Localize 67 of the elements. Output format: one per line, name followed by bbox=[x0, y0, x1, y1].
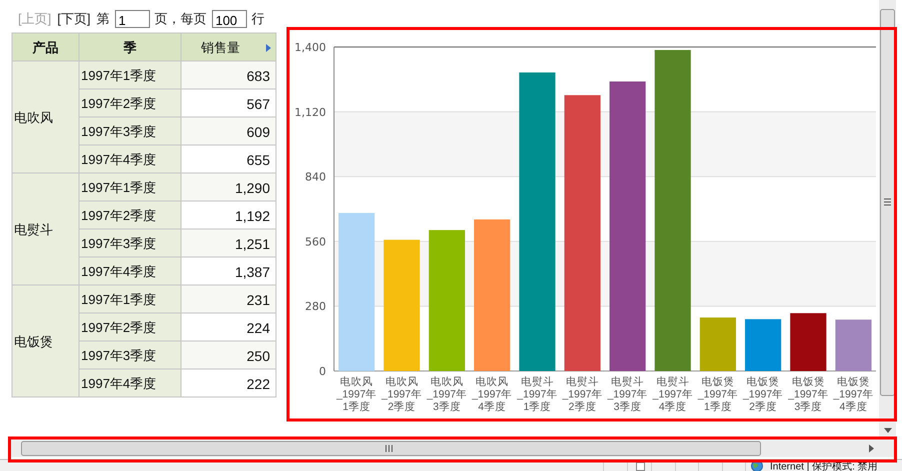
text: 1,192 bbox=[234, 208, 270, 224]
text: 222 bbox=[246, 376, 270, 392]
text: [下页] bbox=[57, 11, 90, 26]
text: 1,387 bbox=[234, 264, 270, 280]
text: [上页] bbox=[18, 11, 52, 26]
category-label: 1997年3季度 bbox=[81, 236, 156, 251]
bar bbox=[564, 95, 600, 371]
bar bbox=[654, 50, 691, 371]
x-tick-label: 电吹风_1997年2季度 bbox=[380, 375, 422, 413]
category-label: 1997年4季度 bbox=[81, 152, 156, 167]
x-tick-label: 电吹风_1997年4季度 bbox=[470, 375, 512, 413]
y-tick-label: 280 bbox=[305, 300, 326, 314]
category-label: 1997年3季度 bbox=[81, 348, 156, 363]
text: 683 bbox=[246, 68, 270, 84]
text: 1,290 bbox=[234, 180, 270, 196]
x-tick-label: 电饭煲_1997年1季度 bbox=[696, 375, 738, 413]
bar bbox=[835, 320, 872, 371]
text: 季 bbox=[122, 40, 136, 55]
bar bbox=[790, 313, 826, 371]
text: 224 bbox=[246, 320, 270, 336]
x-tick-label: 电吹风_1997年1季度 bbox=[335, 375, 377, 413]
x-tick-label: 电饭煲_1997年4季度 bbox=[832, 375, 874, 413]
text: 655 bbox=[246, 152, 270, 168]
text: 1,251 bbox=[234, 236, 270, 252]
text: 1 bbox=[118, 13, 126, 28]
y-tick-label: 0 bbox=[319, 365, 326, 378]
text: 销售量 bbox=[200, 40, 240, 55]
x-tick-label: 电吹风_1997年3季度 bbox=[426, 375, 468, 413]
y-tick-label: 840 bbox=[305, 170, 326, 184]
bar bbox=[428, 230, 465, 371]
x-tick-label: 电熨斗_1997年4季度 bbox=[652, 375, 693, 413]
y-tick-label: 560 bbox=[305, 235, 326, 248]
category-label: 电熨斗 bbox=[14, 222, 53, 237]
category-label: 1997年3季度 bbox=[81, 124, 156, 139]
bar bbox=[384, 240, 420, 371]
bar bbox=[745, 319, 782, 371]
text: 页，每页 bbox=[154, 11, 206, 26]
text: 567 bbox=[246, 96, 270, 112]
text: 产品 bbox=[32, 40, 58, 55]
x-tick-label: 电熨斗_1997年2季度 bbox=[561, 375, 603, 413]
bar bbox=[338, 212, 375, 371]
category-label: 1997年1季度 bbox=[81, 68, 156, 83]
x-tick-label: 电熨斗_1997年3季度 bbox=[606, 375, 648, 413]
bar bbox=[700, 318, 736, 371]
bar bbox=[519, 72, 556, 371]
text: 行 bbox=[251, 11, 264, 26]
x-tick-label: 电饭煲_1997年2季度 bbox=[742, 375, 784, 413]
x-tick-label: 电熨斗_1997年1季度 bbox=[516, 375, 558, 413]
category-label: 1997年1季度 bbox=[81, 180, 156, 195]
text: 250 bbox=[246, 348, 270, 364]
category-label: 1997年4季度 bbox=[81, 264, 156, 279]
text: 609 bbox=[246, 124, 270, 140]
text: 第 bbox=[96, 11, 110, 26]
y-tick-label: 1,120 bbox=[294, 106, 326, 119]
bar bbox=[610, 81, 646, 371]
category-label: 1997年2季度 bbox=[81, 208, 156, 223]
category-label: 1997年2季度 bbox=[81, 96, 156, 111]
bar bbox=[474, 219, 510, 371]
category-label: 电饭煲 bbox=[14, 334, 53, 349]
x-tick-label: 电饭煲_1997年3季度 bbox=[787, 375, 828, 413]
text: 100 bbox=[215, 13, 238, 28]
category-label: 1997年1季度 bbox=[81, 292, 156, 307]
y-tick-label: 1,400 bbox=[294, 41, 326, 54]
text: 231 bbox=[246, 292, 270, 308]
category-label: 电吹风 bbox=[14, 110, 53, 125]
category-label: 1997年2季度 bbox=[81, 320, 156, 335]
category-label: 1997年4季度 bbox=[81, 376, 156, 391]
